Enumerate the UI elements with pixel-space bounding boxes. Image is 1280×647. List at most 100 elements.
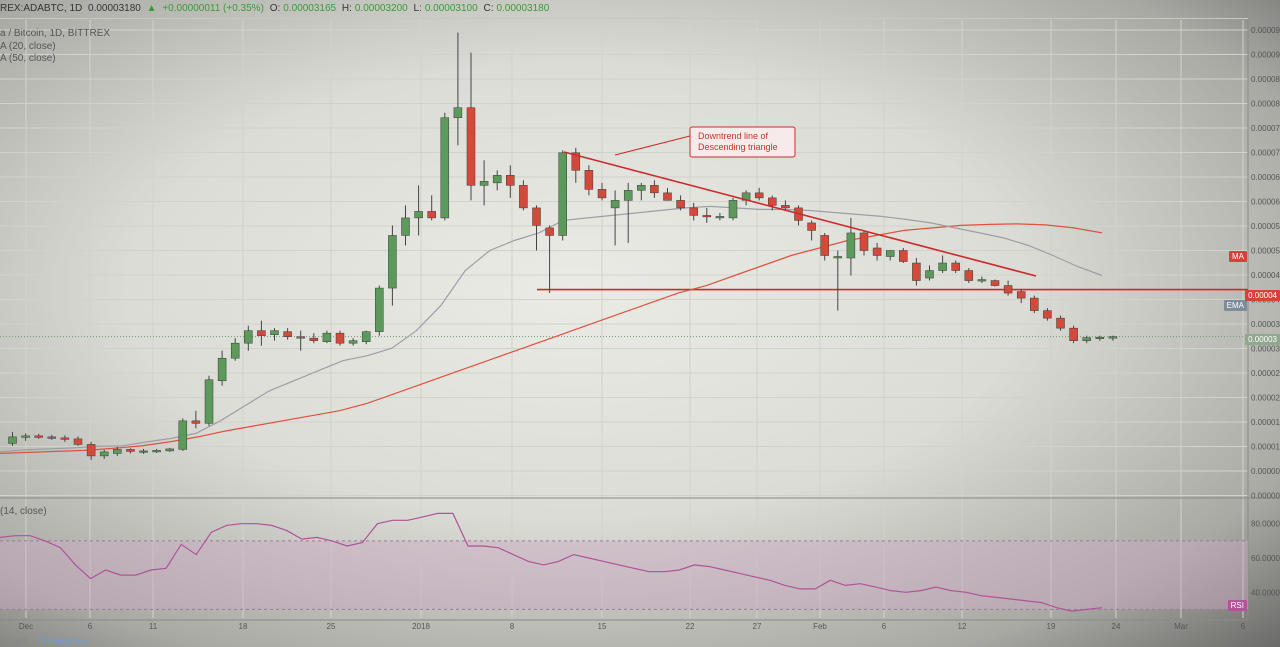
time-tick-label: 18 <box>239 622 248 631</box>
candle-body <box>1056 317 1065 329</box>
time-tick-label: 22 <box>686 622 695 631</box>
high-label: H: <box>341 3 352 14</box>
candle-body <box>846 232 856 259</box>
price-tick-label: 0.00001 <box>1251 443 1280 452</box>
high-value: 0.00003200 <box>354 3 408 14</box>
candle-body <box>322 332 332 342</box>
candle-body <box>99 451 109 457</box>
time-tick-label: 15 <box>598 622 607 631</box>
candle-body <box>8 436 17 444</box>
candle-body <box>191 420 201 424</box>
candle-body <box>1043 310 1052 319</box>
candle-body <box>532 207 541 226</box>
candle-body <box>833 256 843 259</box>
hline-price-tag: 0.00004 <box>1245 290 1280 301</box>
candle-body <box>820 235 829 256</box>
legend-ma[interactable]: A (20, close) <box>0 41 56 52</box>
symbol-header: REX:ADABTC, 1D 0.00003180 ▲ +0.00000011 … <box>0 0 1248 19</box>
candle-body <box>584 170 594 190</box>
close-label: C: <box>483 3 494 14</box>
footer-text: ed with <box>0 636 29 646</box>
candle-body <box>479 181 489 186</box>
candle-body <box>60 437 70 440</box>
candle-body <box>885 250 895 257</box>
time-tick-label: Dec <box>19 622 33 631</box>
candle-body <box>1082 337 1091 341</box>
rsi-tag: RSI <box>1227 600 1247 611</box>
legend-rsi[interactable]: (14, close) <box>0 506 47 517</box>
candle-body <box>86 444 96 457</box>
time-tick-label: 8 <box>510 622 515 631</box>
candle-body <box>414 211 423 219</box>
candle-body <box>938 262 947 271</box>
candle-body <box>492 175 502 184</box>
candle-body <box>715 216 725 219</box>
candle-body <box>296 336 305 339</box>
candle-body <box>427 211 436 219</box>
candle-body <box>113 449 122 454</box>
candle-body <box>689 207 698 216</box>
candle-body <box>453 107 463 118</box>
time-tick-label: 12 <box>958 622 967 631</box>
ema-line <box>0 205 1103 453</box>
price-tick-label: 0.00006 <box>1251 198 1280 207</box>
price-tick-label: 0.00002 <box>1251 394 1280 403</box>
candle-body <box>558 152 567 236</box>
rsi-band <box>0 540 1248 610</box>
time-tick-label: Mar <box>1174 622 1188 631</box>
rsi-tick-label: 80.0000 <box>1251 520 1280 529</box>
open-value: 0.00003165 <box>283 3 337 14</box>
legend-pair[interactable]: a / Bitcoin, 1D, BITTREX <box>0 28 111 39</box>
candle-body <box>257 330 266 336</box>
candle-body <box>230 342 240 359</box>
price-tick-label: 0.00008 <box>1251 75 1280 84</box>
candle-body <box>859 232 869 251</box>
candle-body <box>754 192 764 199</box>
price-tick-label: 0.00002 <box>1251 369 1280 378</box>
candle-body <box>1069 327 1078 341</box>
candle-body <box>519 185 528 209</box>
candle-body <box>466 107 476 186</box>
price-tick-label: 0.00004 <box>1251 271 1280 280</box>
ma-tag: MA <box>1229 251 1247 262</box>
price-tick-label: 0.00003 <box>1251 320 1280 329</box>
candle-body <box>139 450 148 453</box>
candle-body <box>47 436 57 439</box>
candle-body <box>506 175 515 186</box>
candle-body <box>781 205 790 209</box>
candle-body <box>73 438 83 445</box>
legend-ema[interactable]: A (50, close) <box>0 53 56 64</box>
candle-body <box>440 117 450 219</box>
candle-body <box>1108 336 1118 339</box>
time-tick-label: 6 <box>88 622 93 631</box>
time-tick-label: 6 <box>1241 622 1246 631</box>
time-tick-label: 6 <box>882 622 887 631</box>
candle-body <box>951 262 960 271</box>
candle-body <box>623 190 633 201</box>
candle-body <box>571 152 581 171</box>
candle-body <box>807 222 816 231</box>
price-tick-label: 0.00009 <box>1251 26 1280 35</box>
price-tick-label: 0.00003 <box>1251 345 1280 354</box>
price-tick-label: 0.00008 <box>1251 100 1280 109</box>
candle-body <box>309 337 319 341</box>
candle-body <box>270 330 279 335</box>
footer: ed with TradingView <box>0 636 89 646</box>
candle-body <box>21 435 30 438</box>
candle-body <box>152 450 161 453</box>
downtrend-line <box>563 151 1037 277</box>
time-tick-label: 11 <box>149 622 158 631</box>
candle-body <box>388 235 397 289</box>
symbol-name[interactable]: REX:ADABTC, 1D <box>0 3 83 14</box>
tradingview-logo[interactable]: TradingView <box>39 636 89 646</box>
candle-body <box>597 189 607 199</box>
candle-body <box>401 217 410 236</box>
candle-body <box>964 270 974 281</box>
candle-body <box>977 279 987 282</box>
time-tick-label: 25 <box>327 622 336 631</box>
last-price-tag: 0.00003 <box>1245 334 1280 345</box>
price-tick-label: 0.00001 <box>1251 418 1280 427</box>
up-triangle-icon: ▲ <box>146 3 157 14</box>
